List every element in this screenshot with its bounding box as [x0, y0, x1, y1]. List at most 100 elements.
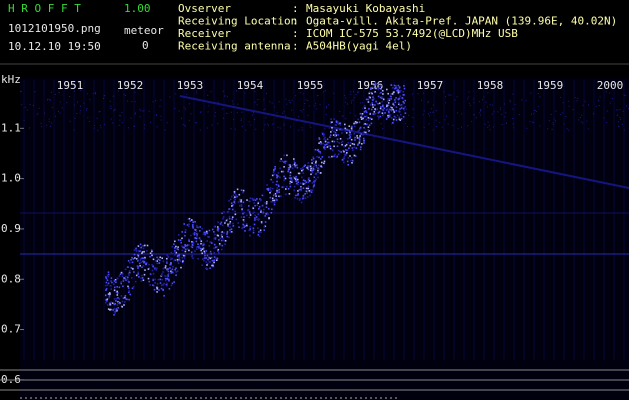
noise-dot — [486, 106, 488, 108]
echo-dot — [242, 223, 245, 226]
echo-dot — [318, 156, 320, 159]
echo-dot — [377, 112, 380, 114]
noise-dot — [164, 129, 166, 131]
noise-dot — [412, 117, 414, 119]
echo-dot — [400, 113, 402, 116]
noise-dot — [206, 127, 208, 129]
noise-dot — [119, 115, 121, 116]
echo-dot — [367, 101, 370, 103]
noise-dot — [588, 104, 589, 106]
echo-dot — [295, 164, 298, 167]
echo-dot — [302, 166, 304, 169]
echo-dot — [127, 260, 130, 262]
noise-dot — [428, 123, 430, 125]
echo-dot — [192, 232, 195, 235]
echo-dot — [249, 228, 251, 230]
noise-dot — [435, 119, 437, 121]
echo-dot — [359, 112, 362, 115]
echo-dot — [274, 201, 276, 204]
echo-dot — [264, 215, 267, 217]
noise-dot — [473, 102, 475, 104]
noise-dot — [534, 110, 536, 112]
echo-dot — [196, 232, 199, 235]
echo-dot — [364, 107, 366, 109]
echo-dot — [105, 276, 107, 278]
echo-dot — [170, 284, 173, 287]
echo-dot — [274, 166, 276, 168]
echo-dot — [282, 170, 285, 173]
echo-dot — [220, 234, 223, 236]
x-tick-label: 1958 — [477, 79, 504, 92]
echo-dot — [146, 244, 149, 247]
noise-dot — [352, 99, 354, 101]
echo-dot — [125, 279, 127, 281]
noise-dot — [533, 121, 535, 123]
noise-dot — [169, 96, 171, 98]
echo-dot — [395, 119, 398, 121]
echo-dot — [306, 167, 309, 169]
echo-dot — [390, 95, 392, 98]
echo-dot — [171, 282, 174, 285]
echo-dot — [386, 104, 389, 107]
echo-dot — [212, 264, 214, 267]
echo-dot — [110, 280, 112, 283]
echo-dot — [404, 99, 406, 102]
echo-dot — [276, 191, 278, 193]
echo-dot — [295, 177, 298, 179]
noise-dot — [388, 109, 390, 111]
echo-dot — [353, 154, 356, 157]
echo-dot — [158, 262, 161, 264]
y-tick-label: 0.7 — [1, 323, 21, 336]
echo-dot — [302, 195, 305, 197]
echo-dot — [140, 246, 143, 249]
echo-dot — [293, 185, 296, 188]
echo-dot — [308, 190, 311, 192]
echo-dot — [388, 99, 391, 102]
echo-dot — [370, 91, 373, 94]
info-separator: : — [292, 2, 299, 15]
echo-dot — [276, 189, 278, 192]
echo-dot — [149, 255, 151, 258]
echo-dot — [162, 284, 164, 286]
echo-dot — [151, 264, 153, 266]
echo-dot — [270, 178, 272, 181]
echo-dot — [108, 295, 111, 297]
noise-dot — [55, 93, 56, 95]
echo-dot — [159, 278, 162, 281]
noise-dot — [525, 100, 527, 102]
echo-dot — [243, 216, 245, 218]
echo-dot — [177, 239, 180, 241]
noise-dot — [435, 110, 437, 112]
echo-dot — [184, 231, 187, 233]
echo-dot — [259, 198, 261, 200]
echo-dot — [110, 288, 112, 290]
echo-dot — [309, 169, 312, 172]
echo-dot — [398, 103, 400, 105]
echo-dot — [342, 149, 345, 152]
noise-dot — [489, 104, 491, 106]
echo-dot — [367, 117, 370, 119]
noise-dot — [256, 104, 258, 106]
echo-dot — [354, 121, 357, 123]
echo-dot — [398, 102, 400, 104]
echo-dot — [216, 257, 219, 260]
noise-dot — [562, 112, 564, 114]
noise-dot — [473, 114, 475, 116]
noise-dot — [430, 108, 432, 110]
echo-dot — [362, 137, 365, 140]
echo-dot — [209, 241, 212, 243]
noise-dot — [422, 92, 424, 94]
echo-dot — [376, 108, 378, 110]
noise-dot — [352, 91, 354, 93]
noise-dot — [222, 108, 224, 110]
echo-dot — [184, 250, 187, 253]
noise-dot — [232, 103, 234, 105]
echo-dot — [146, 250, 148, 252]
noise-dot — [394, 110, 396, 112]
info-separator: : — [292, 15, 299, 28]
echo-dot — [252, 231, 255, 234]
echo-dot — [276, 187, 279, 189]
noise-dot — [379, 93, 380, 95]
echo-dot — [300, 188, 302, 191]
echo-dot — [132, 268, 134, 270]
